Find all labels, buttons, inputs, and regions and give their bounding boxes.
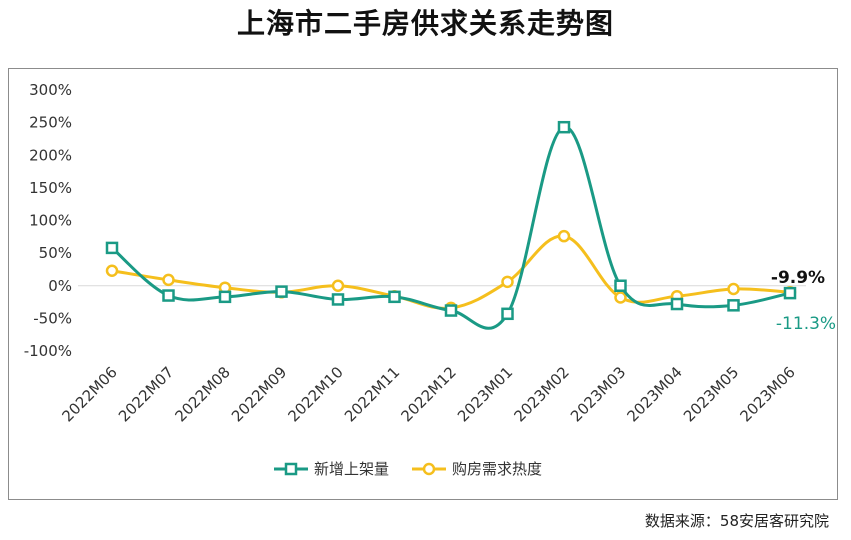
data-point xyxy=(501,307,514,321)
x-tick-label: 2022M06 xyxy=(58,363,120,425)
x-tick-label: 2022M08 xyxy=(171,363,233,425)
end-label-demand: -9.9% xyxy=(771,268,825,288)
data-point xyxy=(783,286,797,300)
data-point xyxy=(727,282,740,296)
legend-marker xyxy=(422,462,436,476)
y-tick-label: 300% xyxy=(29,81,72,99)
legend-item: 购房需求热度 xyxy=(412,460,542,478)
y-tick-label: 100% xyxy=(29,212,72,230)
legend-item: 新增上架量 xyxy=(274,460,389,478)
end-label-new-listings: -11.3% xyxy=(776,314,836,334)
data-point xyxy=(501,275,514,289)
x-tick-label: 2022M11 xyxy=(341,363,403,425)
x-tick-label: 2023M04 xyxy=(623,363,685,425)
data-point xyxy=(444,304,458,317)
y-tick-label: 200% xyxy=(29,146,72,164)
y-tick-label: 150% xyxy=(29,179,72,197)
y-axis: 300% 250% 200% 150% 100% 50% 0% -50% -100% xyxy=(24,81,806,360)
series-demand-heat xyxy=(105,229,797,315)
legend-marker xyxy=(284,462,298,476)
y-tick-label: -50% xyxy=(33,309,72,327)
data-point xyxy=(331,293,345,306)
data-point xyxy=(275,285,288,298)
series-new-listings xyxy=(105,120,797,330)
x-tick-label: 2022M09 xyxy=(228,363,290,425)
x-tick-label: 2023M02 xyxy=(510,363,572,425)
data-point xyxy=(727,299,740,312)
y-tick-label: 50% xyxy=(39,244,72,262)
data-point xyxy=(614,279,627,292)
data-point xyxy=(557,229,571,243)
y-tick-label: -100% xyxy=(24,342,72,360)
x-tick-label: 2022M10 xyxy=(284,363,346,425)
chart-frame xyxy=(8,68,838,500)
x-tick-label: 2022M12 xyxy=(397,363,459,425)
data-point xyxy=(162,273,175,287)
series-line xyxy=(111,125,791,330)
data-point xyxy=(670,297,684,311)
data-point xyxy=(105,264,119,277)
x-tick-label: 2023M03 xyxy=(567,363,629,425)
legend: 新增上架量 购房需求热度 xyxy=(274,460,542,478)
x-axis: 2022M062022M072022M082022M092022M102022M… xyxy=(58,363,798,425)
data-point xyxy=(162,289,175,302)
y-tick-label: 250% xyxy=(29,114,72,132)
legend-label: 新增上架量 xyxy=(314,460,389,478)
series-layer xyxy=(105,120,797,330)
data-point xyxy=(105,241,119,255)
source-note: 数据来源：58安居客研究院 xyxy=(644,512,829,530)
x-tick-label: 2022M07 xyxy=(115,363,177,425)
end-labels: -9.9% -11.3% xyxy=(771,268,836,334)
legend-label: 购房需求热度 xyxy=(452,460,542,478)
y-tick-label: 0% xyxy=(48,277,72,295)
x-tick-label: 2023M01 xyxy=(454,363,516,425)
data-point xyxy=(388,290,401,304)
data-point xyxy=(218,290,232,304)
chart-title: 上海市二手房供求关系走势图 xyxy=(236,7,614,40)
data-point xyxy=(557,120,571,134)
data-point xyxy=(614,291,627,304)
x-tick-label: 2023M06 xyxy=(736,363,798,425)
data-point xyxy=(331,279,345,292)
x-tick-label: 2023M05 xyxy=(680,363,742,425)
